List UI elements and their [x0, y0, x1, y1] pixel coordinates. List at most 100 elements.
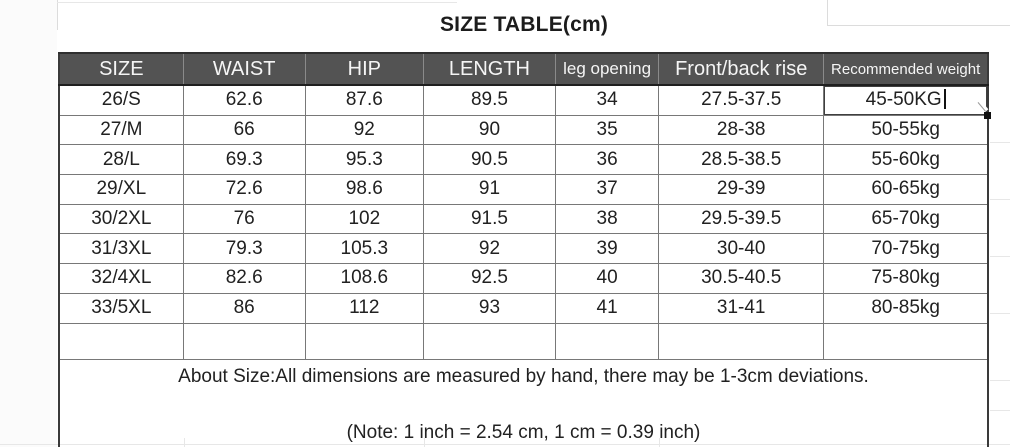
- empty-cell[interactable]: [58, 322, 184, 360]
- table-cell[interactable]: 86: [182, 292, 306, 324]
- empty-cell[interactable]: [304, 322, 424, 360]
- table-cell[interactable]: 31-41: [658, 292, 825, 324]
- table-cell[interactable]: 92.5: [422, 263, 557, 294]
- empty-cell[interactable]: [555, 322, 660, 360]
- table-cell[interactable]: 37: [555, 174, 660, 205]
- table-cell[interactable]: 112: [304, 292, 424, 324]
- table-cell[interactable]: 40: [555, 263, 660, 294]
- table-cell[interactable]: 89.5: [422, 84, 557, 116]
- table-cell[interactable]: 30.5-40.5: [658, 263, 825, 294]
- table-cell[interactable]: 72.6: [182, 174, 306, 205]
- column-header-front-back-rise[interactable]: Front/back rise: [658, 52, 825, 86]
- table-cell[interactable]: 28/L: [58, 144, 184, 176]
- empty-cell[interactable]: [422, 322, 557, 360]
- table-cell[interactable]: 60-65kg: [823, 174, 989, 205]
- column-header-hip[interactable]: HIP: [304, 52, 424, 86]
- cell-value: 50-55kg: [871, 119, 940, 141]
- table-cell[interactable]: 26/S: [58, 84, 184, 116]
- table-cell[interactable]: 98.6: [304, 174, 424, 205]
- table-cell[interactable]: 55-60kg: [823, 144, 989, 176]
- table-cell[interactable]: 50-55kg: [823, 114, 989, 146]
- cell-value: 34: [596, 89, 618, 111]
- cell-value: 66: [233, 119, 255, 141]
- empty-cell[interactable]: [182, 322, 306, 360]
- table-cell[interactable]: 33/5XL: [58, 292, 184, 324]
- table-cell[interactable]: 75-80kg: [823, 263, 989, 294]
- table-cell[interactable]: 90: [422, 114, 557, 146]
- table-cell[interactable]: 79.3: [182, 233, 306, 265]
- table-title[interactable]: SIZE TABLE(cm): [439, 13, 609, 36]
- table-cell[interactable]: 92: [304, 114, 424, 146]
- table-cell[interactable]: 39: [555, 233, 660, 265]
- sheet-gridline: [990, 410, 1010, 411]
- cell-value: 105.3: [340, 237, 389, 259]
- table-cell[interactable]: 80-85kg: [823, 292, 989, 324]
- table-cell[interactable]: 92: [422, 233, 557, 265]
- sheet-gridline: [827, 0, 828, 25]
- size-row-33-5xl: 33/5XL 86 112 93 41 31-41 80-85kg: [58, 292, 989, 324]
- cell-value: 26/S: [101, 89, 141, 111]
- column-header-size[interactable]: SIZE: [58, 52, 184, 86]
- cell-value: 80-85kg: [871, 297, 940, 319]
- table-cell[interactable]: 87.6: [304, 84, 424, 116]
- table-cell[interactable]: 29.5-39.5: [658, 203, 825, 235]
- editing-cell[interactable]: 45-50KG: [823, 84, 991, 119]
- empty-cell[interactable]: [823, 322, 989, 360]
- table-cell[interactable]: 34: [555, 84, 660, 116]
- table-cell[interactable]: 82.6: [182, 263, 306, 294]
- notes-cell[interactable]: About Size:All dimensions are measured b…: [58, 358, 989, 447]
- cell-value: 87.6: [345, 89, 383, 111]
- table-cell[interactable]: 108.6: [304, 263, 424, 294]
- table-cell[interactable]: 27/M: [58, 114, 184, 146]
- table-cell[interactable]: 69.3: [182, 144, 306, 176]
- table-cell[interactable]: 91.5: [422, 203, 557, 235]
- table-cell[interactable]: 90.5: [422, 144, 557, 176]
- table-cell[interactable]: 28.5-38.5: [658, 144, 825, 176]
- cell-value: 70-75kg: [871, 237, 940, 259]
- table-cell[interactable]: 29-39: [658, 174, 825, 205]
- fill-handle[interactable]: [984, 111, 991, 119]
- table-cell[interactable]: 76: [182, 203, 306, 235]
- table-cell[interactable]: 65-70kg: [823, 203, 989, 235]
- table-cell[interactable]: 35: [555, 114, 660, 146]
- table-cell[interactable]: 70-75kg: [823, 233, 989, 265]
- column-header-recommended-weight[interactable]: Recommended weight: [823, 52, 989, 86]
- empty-row: [58, 322, 989, 360]
- empty-cell[interactable]: [658, 322, 825, 360]
- table-cell[interactable]: 66: [182, 114, 306, 146]
- table-cell[interactable]: 91: [422, 174, 557, 205]
- size-row-31-3xl: 31/3XL 79.3 105.3 92 39 30-40 70-75kg: [58, 233, 989, 265]
- sheet-gridline: [57, 2, 457, 3]
- table-cell[interactable]: 30/2XL: [58, 203, 184, 235]
- cell-value: 27/M: [100, 119, 143, 141]
- table-cell[interactable]: 31/3XL: [58, 233, 184, 265]
- table-cell[interactable]: 32/4XL: [58, 263, 184, 294]
- cell-value: 33/5XL: [91, 297, 152, 319]
- table-cell[interactable]: 102: [304, 203, 424, 235]
- table-cell[interactable]: 41: [555, 292, 660, 324]
- table-cell[interactable]: 28-38: [658, 114, 825, 146]
- table-cell[interactable]: 36: [555, 144, 660, 176]
- cell-value: 60-65kg: [871, 178, 940, 200]
- size-row-26-s: 26/S 62.6 87.6 89.5 34 27.5-37.5 45-50KG: [58, 84, 991, 119]
- table-cell[interactable]: 93: [422, 292, 557, 324]
- column-header-length[interactable]: LENGTH: [422, 52, 557, 86]
- cell-value: 112: [349, 297, 380, 319]
- table-cell[interactable]: 38: [555, 203, 660, 235]
- table-cell[interactable]: 27.5-37.5: [658, 84, 825, 116]
- size-row-29-xl: 29/XL 72.6 98.6 91 37 29-39 60-65kg: [58, 174, 989, 205]
- cell-value: 28-38: [716, 119, 766, 141]
- note-about-size: About Size:All dimensions are measured b…: [178, 365, 869, 387]
- column-header-leg-opening[interactable]: leg opening: [555, 52, 660, 86]
- table-cell[interactable]: 62.6: [182, 84, 306, 116]
- sheet-gridline: [990, 380, 1010, 381]
- cell-value: 79.3: [225, 237, 263, 259]
- table-cell[interactable]: 29/XL: [58, 174, 184, 205]
- column-header-waist[interactable]: WAIST: [182, 52, 306, 86]
- table-cell[interactable]: 105.3: [304, 233, 424, 265]
- cell-value: 30.5-40.5: [701, 267, 782, 289]
- table-cell[interactable]: 95.3: [304, 144, 424, 176]
- table-cell[interactable]: 30-40: [658, 233, 825, 265]
- cell-value: 36: [596, 148, 618, 170]
- cell-value: 55-60kg: [871, 148, 940, 170]
